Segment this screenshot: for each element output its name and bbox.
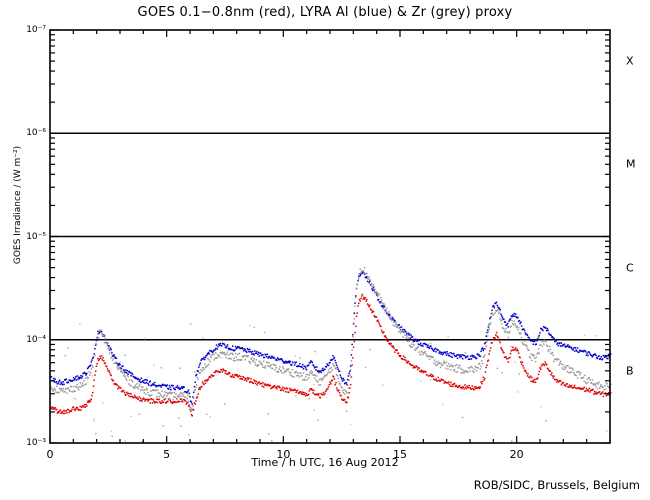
y-tick-label: 10⁻⁵ — [26, 231, 46, 242]
y-tick-label: 10⁻³ — [26, 438, 46, 448]
x-tick-label: 15 — [393, 448, 407, 461]
flare-class-label-b: B — [626, 364, 634, 378]
chart-title: GOES 0.1−0.8nm (red), LYRA Al (blue) & Z… — [137, 5, 513, 20]
series-lyra-zr-grey — [50, 267, 612, 412]
y-tick-label: 10⁻⁷ — [26, 25, 46, 35]
credit-text: ROB/SIDC, Brussels, Belgium — [473, 478, 640, 492]
flare-class-label-c: C — [626, 261, 634, 275]
x-tick-label: 5 — [163, 448, 171, 461]
x-tick-label: 20 — [509, 448, 524, 461]
series-goes-red — [50, 293, 612, 417]
flare-class-label-x: X — [626, 54, 634, 68]
y-tick-label: 10⁻⁴ — [26, 334, 46, 345]
flare-class-label-m: M — [626, 157, 636, 171]
x-tick-label: 10 — [276, 448, 291, 461]
scatter-noise-points — [64, 323, 608, 443]
x-tick-label: 0 — [46, 448, 54, 461]
y-tick-label: 10⁻⁶ — [26, 128, 46, 139]
series-lyra-al-blue — [50, 270, 612, 405]
x-axis-label: Time / h UTC, 16 Aug 2012 — [251, 456, 399, 469]
